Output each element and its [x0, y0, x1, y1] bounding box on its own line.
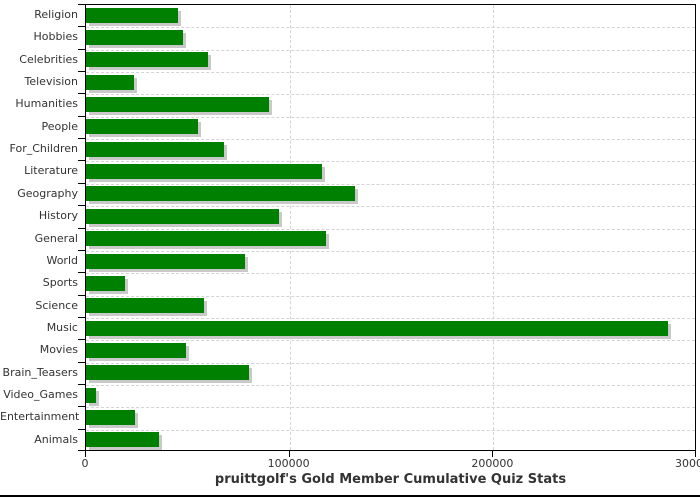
category-label-people: People — [41, 119, 78, 133]
bar-religion — [86, 7, 178, 23]
category-label-animals: Animals — [34, 432, 78, 446]
y-axis-tick — [78, 205, 85, 207]
y-axis-tick — [78, 182, 85, 184]
vertical-gridline-200000 — [493, 5, 495, 450]
bar-movies — [86, 342, 186, 358]
bar-history — [86, 208, 280, 224]
y-axis-tick — [78, 227, 85, 229]
bar-hobbies — [86, 30, 183, 46]
horizontal-gridline — [86, 72, 695, 74]
bar-brain-teasers — [86, 365, 249, 381]
y-axis-tick — [78, 48, 85, 50]
category-label-science: Science — [35, 298, 78, 312]
y-axis-tick — [78, 249, 85, 251]
horizontal-gridline — [86, 384, 695, 386]
category-label-movies: Movies — [39, 343, 78, 357]
horizontal-gridline — [86, 27, 695, 29]
bar-celebrities — [86, 52, 209, 68]
bar-entertainment — [86, 409, 135, 425]
bar-animals — [86, 432, 160, 448]
horizontal-gridline — [86, 183, 695, 185]
bar-video-games — [86, 387, 97, 403]
y-axis-tick — [78, 71, 85, 73]
y-axis-tick — [78, 115, 85, 117]
y-axis-tick — [78, 26, 85, 28]
category-label-brain-teasers: Brain_Teasers — [2, 365, 78, 379]
bar-literature — [86, 164, 323, 180]
horizontal-gridline — [86, 228, 695, 230]
horizontal-gridline — [86, 250, 695, 252]
bar-television — [86, 74, 134, 90]
category-label-for-children: For_Children — [9, 142, 78, 156]
horizontal-gridline — [86, 407, 695, 409]
horizontal-gridline — [86, 94, 695, 96]
x-axis-tick-0 — [85, 451, 86, 457]
horizontal-gridline — [86, 340, 695, 342]
bar-people — [86, 119, 199, 135]
horizontal-gridline — [86, 295, 695, 297]
vertical-gridline-100000 — [289, 5, 291, 450]
horizontal-gridline — [86, 206, 695, 208]
bar-geography — [86, 186, 355, 202]
y-axis-tick — [78, 428, 85, 430]
category-label-religion: Religion — [34, 8, 78, 21]
y-axis-tick — [78, 339, 85, 341]
category-label-music: Music — [46, 320, 78, 334]
horizontal-gridline — [86, 317, 695, 319]
chart-title: pruittgolf's Gold Member Cumulative Quiz… — [214, 472, 567, 487]
category-label-video-games: Video_Games — [3, 387, 78, 401]
x-axis-label-100000: 100000 — [267, 457, 310, 470]
bar-science — [86, 298, 205, 314]
bar-for-children — [86, 141, 225, 157]
bar-humanities — [86, 97, 270, 113]
y-axis-tick — [78, 450, 85, 451]
x-axis-label-200000: 200000 — [471, 457, 514, 470]
horizontal-gridline — [86, 273, 695, 275]
category-label-hobbies: Hobbies — [33, 30, 78, 44]
category-label-humanities: Humanities — [15, 97, 78, 111]
horizontal-gridline — [86, 139, 695, 141]
category-label-geography: Geography — [17, 186, 78, 200]
y-axis-tick — [78, 160, 85, 162]
y-axis-tick — [78, 383, 85, 385]
x-axis-label-300000: 300000 — [675, 457, 700, 470]
x-axis-tick-100000 — [288, 451, 290, 457]
y-axis-tick — [78, 93, 85, 95]
category-label-literature: Literature — [24, 164, 78, 178]
y-axis-tick — [78, 272, 85, 274]
y-axis-tick — [78, 294, 85, 296]
y-axis-tick — [78, 361, 85, 363]
horizontal-gridline — [86, 429, 695, 431]
x-axis-tick-200000 — [492, 451, 494, 457]
horizontal-gridline — [86, 116, 695, 118]
category-label-general: General — [34, 231, 78, 245]
category-label-television: Television — [24, 75, 79, 89]
x-axis-label-0: 0 — [81, 457, 89, 470]
bar-world — [86, 253, 245, 269]
category-label-entertainment: Entertainment — [0, 410, 80, 424]
category-label-sports: Sports — [42, 276, 78, 290]
y-axis-tick — [78, 138, 85, 140]
category-label-celebrities: Celebrities — [19, 52, 78, 66]
horizontal-gridline — [86, 161, 695, 163]
bar-general — [86, 231, 327, 247]
x-axis-tick-300000 — [695, 451, 696, 457]
y-axis-tick — [78, 4, 85, 5]
bottom-divider — [0, 495, 700, 497]
bar-music — [86, 320, 669, 336]
y-axis-tick — [78, 406, 85, 408]
category-label-world: World — [46, 253, 78, 267]
category-label-history: History — [38, 209, 78, 223]
horizontal-gridline — [86, 49, 695, 51]
horizontal-gridline — [86, 362, 695, 364]
plot-area — [85, 4, 696, 451]
bar-sports — [86, 275, 125, 291]
y-axis-tick — [78, 316, 85, 318]
